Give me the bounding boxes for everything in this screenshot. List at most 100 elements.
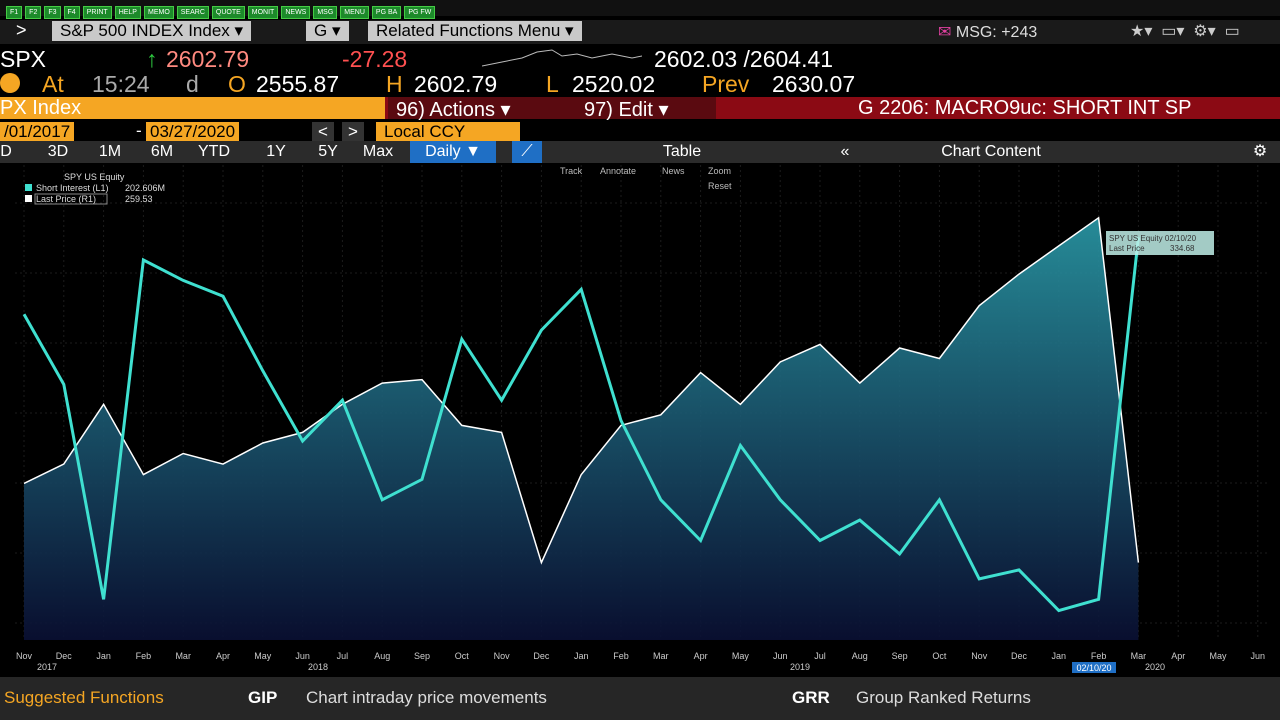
f2-desc[interactable]: Group Ranked Returns	[856, 688, 1031, 707]
icon	[0, 73, 20, 93]
x-tick-label: Jun	[295, 651, 310, 661]
function: G	[314, 21, 328, 40]
x-tick-label: Jan	[96, 651, 111, 661]
function-key[interactable]: MSG	[313, 6, 338, 19]
x-tick-label: Dec	[533, 651, 550, 661]
chart-tool[interactable]: Zoom	[708, 166, 731, 176]
end-date[interactable]: 03/27/2020	[146, 122, 240, 142]
chart-tool[interactable]: Reset	[708, 181, 732, 191]
toolbar: > S&P 500 INDEX Index ▾ G ▾ Related Func…	[0, 20, 1280, 44]
period-button[interactable]: 5Y	[318, 143, 338, 160]
start-date[interactable]: /01/2017	[0, 122, 75, 142]
change: -27.28	[342, 46, 408, 72]
icons: ★▾ ▭▾ ⚙▾ ▭	[1130, 23, 1240, 40]
x-tick-label: Mar	[1131, 651, 1147, 661]
line-icon[interactable]: ⟋	[512, 141, 542, 163]
open-label: O	[228, 71, 246, 97]
index-label: PX Index	[0, 97, 385, 119]
legend-swatch	[25, 195, 32, 202]
period-button[interactable]: 1Y	[266, 143, 286, 160]
x-tick-label: Apr	[216, 651, 230, 661]
price-line	[23, 216, 1140, 565]
related-box[interactable]: Related Functions Menu ▾	[368, 21, 582, 41]
actions-text: 96) Actions	[396, 99, 495, 121]
high-label: H	[386, 71, 403, 97]
prev-btn[interactable]: <	[312, 122, 334, 142]
function-box[interactable]: G ▾	[306, 21, 349, 41]
function-key[interactable]: MEMO	[143, 6, 174, 19]
security-box[interactable]: S&P 500 INDEX Index ▾	[52, 21, 252, 41]
sparkline	[482, 49, 642, 67]
function-key[interactable]: QUOTE	[211, 6, 245, 19]
collapse[interactable]: «	[840, 143, 850, 160]
function-key[interactable]: NEWS	[281, 6, 311, 19]
up-arrow: ↑	[146, 46, 158, 72]
function-key[interactable]: F3	[44, 6, 61, 19]
legend-swatch	[25, 184, 32, 191]
x-tick-label: Nov	[494, 651, 511, 661]
edit[interactable]: 97) Edit ▾	[556, 97, 716, 121]
function-key[interactable]: PG BA	[371, 6, 402, 19]
at: At	[42, 71, 64, 97]
function-key[interactable]: HELP	[114, 6, 141, 19]
function-key[interactable]: F4	[63, 6, 80, 19]
actions[interactable]: 96) Actions ▾	[388, 97, 556, 121]
period-button[interactable]: Max	[362, 143, 394, 160]
nav-arrow[interactable]: >	[16, 20, 27, 40]
function-key[interactable]: PRINT	[82, 6, 112, 19]
period-button[interactable]: 1M	[98, 143, 122, 160]
prev: 2630.07	[772, 71, 856, 97]
open: 2555.87	[256, 71, 340, 97]
high: 2602.79	[414, 71, 498, 97]
chart-tool[interactable]: Track	[560, 166, 583, 176]
low: 2520.02	[572, 71, 656, 97]
x-tick-label: Jan	[574, 651, 589, 661]
function-keys: F1 F2 F3 F4 PRINT HELP MEMO SEARC QUOTE MONIT NEWS…	[6, 1, 438, 19]
period-bar: Daily ▼ ⟋ Table « Chart Content ⚙ D 3D 1M 6…	[0, 141, 1280, 163]
function-key[interactable]: MENU	[340, 6, 369, 19]
x-tick-label: Nov	[16, 651, 33, 661]
year-label: 2019	[790, 662, 810, 672]
graph-id: G 2206: MACRO9uc: SHORT INT SP	[858, 97, 1192, 119]
f1-code[interactable]: GIP	[248, 688, 278, 707]
period-button[interactable]: 3D	[47, 143, 69, 160]
date-bar: /01/2017 - 03/27/2020 < > Local CCY	[0, 121, 1280, 142]
low-label: L	[546, 71, 559, 97]
function-key[interactable]: SEARC	[176, 6, 209, 19]
prev-label: Prev	[702, 71, 750, 97]
suggested: Suggested Functions	[4, 688, 164, 707]
function-key[interactable]: MONIT	[247, 6, 279, 19]
currency[interactable]: Local CCY	[376, 122, 520, 142]
x-tick-label: Jul	[814, 651, 826, 661]
function-key[interactable]: F2	[25, 6, 42, 19]
f1-desc[interactable]: Chart intraday price movements	[306, 688, 547, 707]
period-button[interactable]: 6M	[150, 143, 174, 160]
x-tick-label: Oct	[932, 651, 947, 661]
period-button[interactable]: YTD	[198, 143, 230, 160]
function-key[interactable]: F1	[6, 6, 23, 19]
settings[interactable]: ⚙	[1252, 143, 1268, 160]
next-btn[interactable]: >	[342, 122, 364, 142]
function-key[interactable]: PG FW	[404, 6, 436, 19]
legend-name: Short Interest (L1)	[36, 183, 109, 193]
chart-tool[interactable]: News	[662, 166, 685, 176]
chart-content[interactable]: Chart Content	[941, 143, 1041, 160]
table[interactable]: Table	[662, 143, 702, 160]
ticker: SPX	[0, 46, 47, 72]
menu-bar: PX Index 96) Actions ▾ 97) Edit ▾ G 2206…	[0, 97, 1280, 121]
f2-code[interactable]: GRR	[792, 688, 830, 707]
x-tick-label: Jul	[337, 651, 349, 661]
related: Related Functions Menu	[376, 21, 561, 40]
frequency[interactable]: Daily ▼	[410, 141, 496, 163]
x-tick-label: Mar	[653, 651, 669, 661]
bid-ask: 2602.03 /2604.41	[654, 46, 834, 72]
chart-tool[interactable]: Annotate	[600, 166, 636, 176]
messages[interactable]: ✉ MSG: +243	[938, 24, 1038, 41]
x-tick-label: Sep	[414, 651, 430, 661]
period-button[interactable]: D	[0, 143, 12, 160]
legend-title: SPY US Equity	[64, 172, 125, 182]
legend-name: Last Price (R1)	[36, 194, 96, 204]
x-tick-label: Feb	[1091, 651, 1107, 661]
x-tick-label: Jun	[773, 651, 788, 661]
